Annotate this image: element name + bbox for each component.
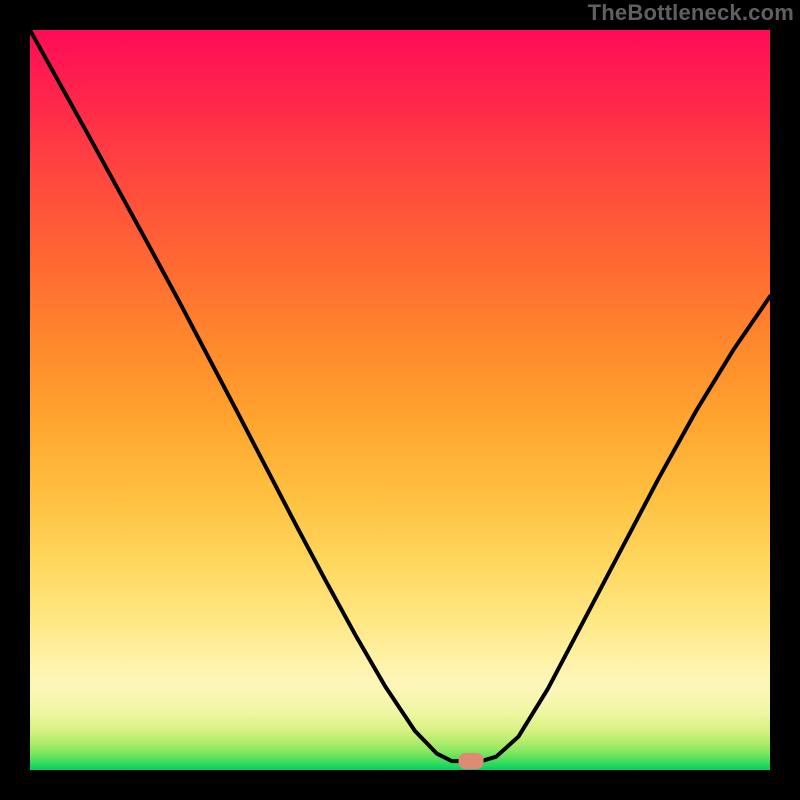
bottleneck-chart <box>0 0 800 800</box>
chart-container: { "watermark": { "text": "TheBottleneck.… <box>0 0 800 800</box>
optimal-point-marker <box>458 753 483 769</box>
watermark-text: TheBottleneck.com <box>588 0 794 26</box>
chart-background <box>30 30 770 770</box>
